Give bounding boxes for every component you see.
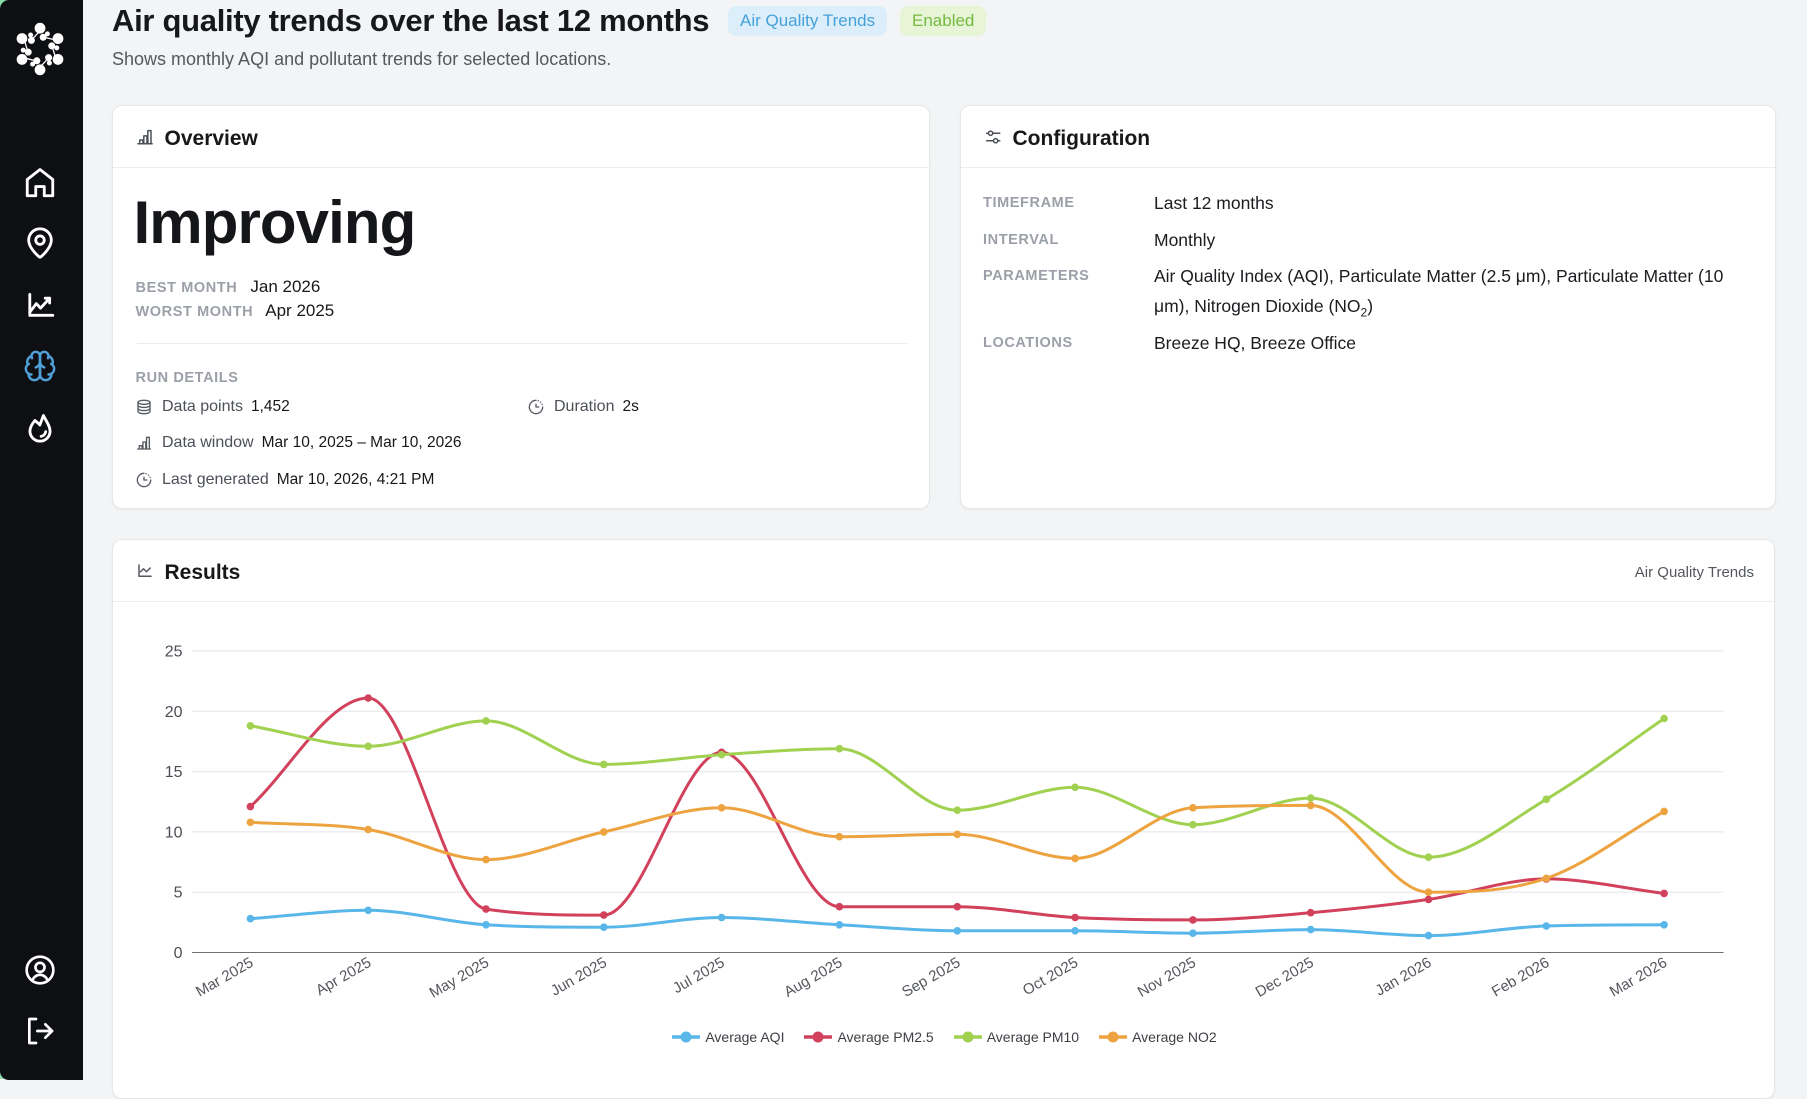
svg-text:Apr 2025: Apr 2025 bbox=[313, 954, 374, 999]
svg-text:20: 20 bbox=[165, 703, 183, 720]
svg-text:Jun 2025: Jun 2025 bbox=[548, 954, 610, 1000]
svg-text:Feb 2026: Feb 2026 bbox=[1489, 954, 1552, 1000]
svg-text:0: 0 bbox=[174, 945, 183, 962]
svg-text:25: 25 bbox=[165, 643, 183, 660]
svg-text:5: 5 bbox=[174, 884, 183, 901]
svg-text:Aug 2025: Aug 2025 bbox=[781, 954, 845, 1001]
svg-text:May 2025: May 2025 bbox=[426, 954, 492, 1002]
svg-text:Mar 2025: Mar 2025 bbox=[193, 954, 256, 1000]
svg-text:Nov 2025: Nov 2025 bbox=[1135, 954, 1199, 1001]
svg-text:Jan 2026: Jan 2026 bbox=[1373, 954, 1435, 1000]
svg-text:Mar 2026: Mar 2026 bbox=[1607, 954, 1670, 1000]
svg-text:10: 10 bbox=[165, 824, 183, 841]
svg-text:Sep 2025: Sep 2025 bbox=[899, 954, 963, 1001]
svg-text:Dec 2025: Dec 2025 bbox=[1253, 954, 1317, 1001]
svg-text:15: 15 bbox=[165, 764, 183, 781]
svg-text:Jul 2025: Jul 2025 bbox=[670, 954, 728, 997]
svg-text:Oct 2025: Oct 2025 bbox=[1020, 954, 1081, 999]
